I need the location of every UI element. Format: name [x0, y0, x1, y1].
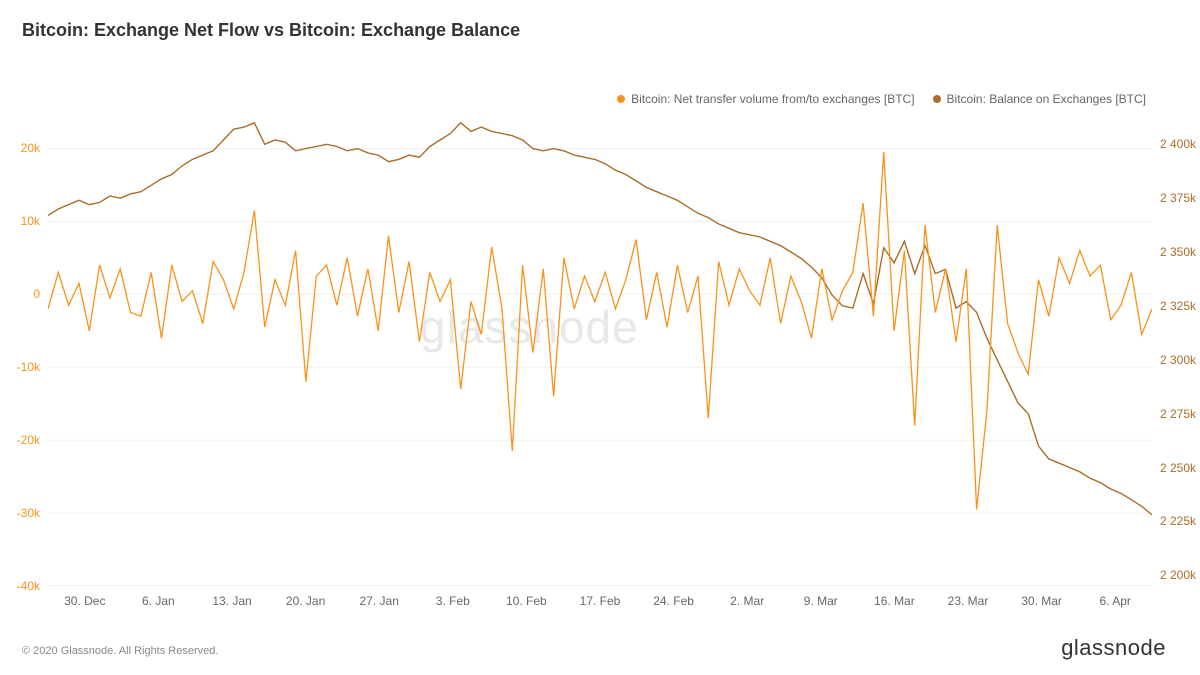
- legend-label-netflow: Bitcoin: Net transfer volume from/to exc…: [631, 92, 914, 106]
- x-tick-label: 6. Apr: [1100, 594, 1131, 608]
- copyright: © 2020 Glassnode. All Rights Reserved.: [22, 645, 218, 657]
- y-right-tick-label: 2 250k: [1160, 461, 1196, 475]
- x-tick-label: 24. Feb: [653, 594, 694, 608]
- legend-label-balance: Bitcoin: Balance on Exchanges [BTC]: [947, 92, 1146, 106]
- x-tick-label: 30. Dec: [64, 594, 105, 608]
- y-left-tick-label: -10k: [17, 360, 40, 374]
- x-tick-label: 10. Feb: [506, 594, 547, 608]
- x-tick-label: 20. Jan: [286, 594, 325, 608]
- x-tick-label: 30. Mar: [1021, 594, 1062, 608]
- y-right-tick-label: 2 200k: [1160, 568, 1196, 582]
- x-tick-label: 2. Mar: [730, 594, 764, 608]
- y-right-tick-label: 2 325k: [1160, 299, 1196, 313]
- x-tick-label: 6. Jan: [142, 594, 175, 608]
- y-left-tick-label: -30k: [17, 506, 40, 520]
- y-left-tick-label: 0: [33, 287, 40, 301]
- y-right-tick-label: 2 350k: [1160, 245, 1196, 259]
- y-left-tick-label: 20k: [21, 141, 40, 155]
- legend-dot-netflow: [617, 95, 625, 103]
- chart-title: Bitcoin: Exchange Net Flow vs Bitcoin: E…: [22, 20, 520, 41]
- x-tick-label: 16. Mar: [874, 594, 915, 608]
- y-left-tick-label: -20k: [17, 433, 40, 447]
- y-right-tick-label: 2 225k: [1160, 514, 1196, 528]
- x-tick-label: 27. Jan: [360, 594, 399, 608]
- y-left-tick-label: -40k: [17, 579, 40, 593]
- legend-dot-balance: [933, 95, 941, 103]
- x-tick-label: 13. Jan: [212, 594, 251, 608]
- y-right-tick-label: 2 275k: [1160, 407, 1196, 421]
- chart-plot: [48, 112, 1152, 586]
- brand-logo: glassnode: [1061, 635, 1166, 661]
- x-tick-label: 17. Feb: [580, 594, 621, 608]
- x-tick-label: 3. Feb: [436, 594, 470, 608]
- legend-item-netflow: Bitcoin: Net transfer volume from/to exc…: [617, 92, 914, 106]
- x-tick-label: 23. Mar: [948, 594, 989, 608]
- x-tick-label: 9. Mar: [804, 594, 838, 608]
- y-right-tick-label: 2 300k: [1160, 353, 1196, 367]
- legend-item-balance: Bitcoin: Balance on Exchanges [BTC]: [933, 92, 1146, 106]
- y-right-tick-label: 2 400k: [1160, 137, 1196, 151]
- chart-legend: Bitcoin: Net transfer volume from/to exc…: [617, 92, 1146, 106]
- line-balance: [48, 123, 1152, 515]
- y-right-tick-label: 2 375k: [1160, 191, 1196, 205]
- y-left-tick-label: 10k: [21, 214, 40, 228]
- line-netflow: [48, 152, 1152, 509]
